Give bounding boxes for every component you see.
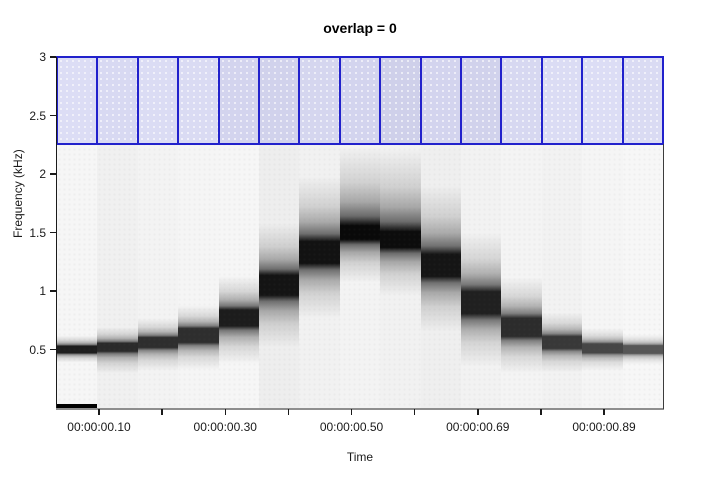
x-axis-tick-label: 00:00:00.50 — [319, 420, 384, 434]
stft-window-segment — [340, 58, 382, 143]
y-axis-tick — [50, 231, 56, 234]
stft-window-segment — [502, 58, 543, 143]
y-axis-tick-label: 1 — [39, 284, 46, 298]
x-axis-tick — [350, 409, 353, 415]
x-axis-tick — [224, 409, 226, 415]
stft-window-segment — [98, 58, 139, 143]
stft-window-segment — [219, 58, 261, 143]
y-axis-tick — [50, 348, 56, 351]
stft-window-segment — [462, 58, 503, 143]
x-axis-tick — [413, 409, 416, 415]
y-axis-title: Frequency (kHz) — [11, 149, 25, 238]
stft-window-segment — [58, 58, 99, 143]
plot-area — [56, 56, 664, 408]
x-axis-line — [56, 407, 664, 410]
stft-window-segment — [421, 58, 463, 143]
stft-window-segment — [623, 58, 663, 143]
y-axis-tick-label: 3 — [39, 50, 46, 64]
x-axis-tick — [540, 409, 542, 415]
y-axis-tick-label: 2 — [39, 167, 46, 181]
right-axis-line — [662, 144, 664, 409]
stft-window-segment — [583, 58, 624, 143]
y-axis-tick — [50, 56, 56, 58]
x-axis-tick — [161, 409, 163, 415]
stft-window-segment — [138, 58, 180, 143]
y-axis-tick — [50, 114, 56, 117]
x-axis-title: Time — [346, 450, 374, 464]
stft-window-segment — [542, 58, 584, 143]
y-axis-tick-label: 2.5 — [29, 108, 46, 123]
y-axis-tick — [50, 290, 56, 292]
dc-artifact-bar — [57, 404, 98, 408]
x-axis-tick — [287, 409, 290, 415]
stft-window-segment — [381, 58, 422, 143]
stft-window-segment — [179, 58, 220, 143]
x-axis-tick-label: 00:00:00.30 — [193, 420, 257, 434]
chart-title: overlap = 0 — [323, 20, 397, 36]
stft-window-segment — [260, 58, 301, 143]
window-marker-band — [56, 56, 664, 145]
x-axis-tick — [603, 409, 605, 415]
x-axis-tick — [98, 409, 100, 415]
y-axis-tick-label: 1.5 — [29, 225, 46, 240]
x-axis-tick-label: 00:00:00.10 — [67, 420, 131, 434]
y-axis-tick-label: 0.5 — [29, 342, 46, 357]
y-axis-tick — [50, 173, 56, 175]
stft-window-segment — [300, 58, 341, 143]
x-axis-tick-label: 00:00:00.69 — [446, 420, 510, 434]
x-axis-tick-label: 00:00:00.89 — [572, 420, 636, 434]
y-axis-line — [55, 57, 57, 409]
x-axis-tick — [477, 409, 479, 415]
